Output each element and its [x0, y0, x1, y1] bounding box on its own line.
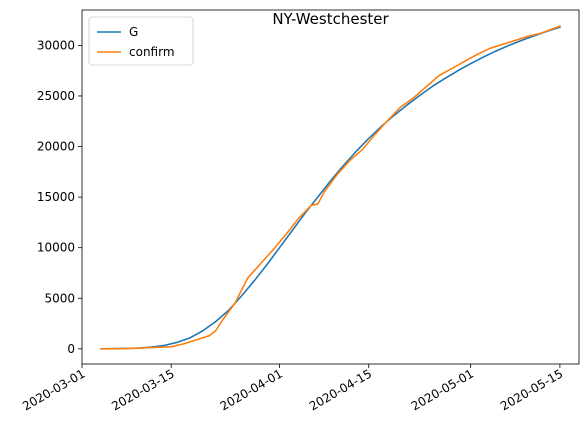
x-tick-label: 2020-04-15 [307, 366, 374, 413]
chart-title: NY-Westchester [272, 10, 389, 28]
series-line-confirm [100, 25, 561, 350]
y-tick-label: 5000 [44, 291, 75, 305]
y-tick-label: 15000 [37, 190, 75, 204]
y-tick-label: 10000 [37, 241, 75, 255]
legend-label: G [129, 25, 138, 39]
y-tick-label: 25000 [37, 89, 75, 103]
x-tick-label: 2020-03-15 [109, 366, 176, 413]
legend-box [88, 16, 194, 66]
y-tick-label: 30000 [37, 38, 75, 52]
series-line-G [100, 26, 561, 350]
series-layer [100, 25, 561, 350]
x-tick-label: 2020-05-15 [498, 366, 565, 413]
plot-area [82, 10, 579, 364]
x-tick-label: 2020-04-01 [218, 366, 285, 413]
x-tick-label: 2020-05-01 [409, 366, 476, 413]
legend-label: confirm [129, 45, 175, 59]
y-tick-label: 0 [67, 342, 75, 356]
y-tick-label: 20000 [37, 140, 75, 154]
x-tick-label: 2020-03-01 [20, 366, 87, 413]
y-axis: 0 5000 10000 15000 20000 25000 30000 [37, 38, 82, 356]
plot-border [81, 9, 580, 365]
x-axis: 2020-03-01 2020-03-15 2020-04-01 2020-04-15… [20, 364, 565, 413]
